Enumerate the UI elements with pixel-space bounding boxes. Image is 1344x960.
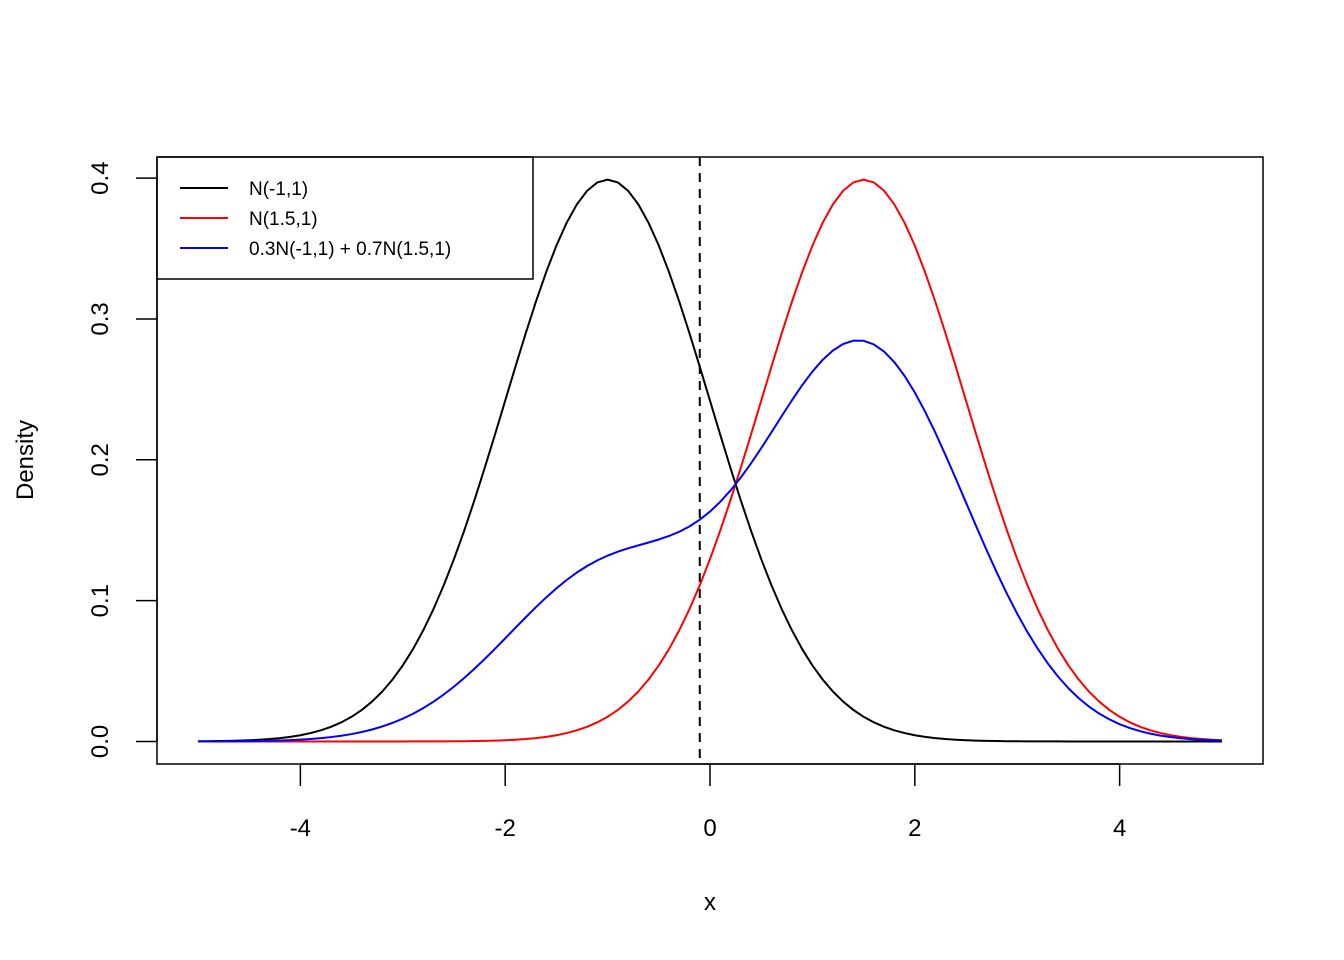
y-tick-label: 0.4 <box>87 161 114 194</box>
legend-label: N(-1,1) <box>249 179 308 200</box>
x-tick-label: 0 <box>703 815 716 842</box>
legend-label: N(1.5,1) <box>249 209 318 230</box>
series-line-1 <box>197 178 1223 743</box>
y-tick-label: 0.3 <box>87 302 114 335</box>
y-tick-label: 0.1 <box>87 584 114 617</box>
legend-label: 0.3N(-1,1) + 0.7N(1.5,1) <box>249 239 451 260</box>
x-axis-label: x <box>704 889 716 916</box>
legend: N(-1,1) N(1.5,1) 0.3N(-1,1) + 0.7N(1.5,1) <box>156 156 534 280</box>
x-tick-label: -2 <box>495 815 516 842</box>
y-tick-label: 0.0 <box>87 725 114 758</box>
series-layer <box>197 178 1223 743</box>
series-line-3 <box>197 339 1223 743</box>
plot-border <box>156 156 1264 765</box>
x-tick-label: 2 <box>908 815 921 842</box>
x-tick-label: 4 <box>1113 815 1126 842</box>
y-axis-label: Density <box>12 420 39 500</box>
y-tick-label: 0.2 <box>87 443 114 476</box>
series-line-2 <box>197 178 1223 743</box>
x-tick-label: -4 <box>290 815 311 842</box>
